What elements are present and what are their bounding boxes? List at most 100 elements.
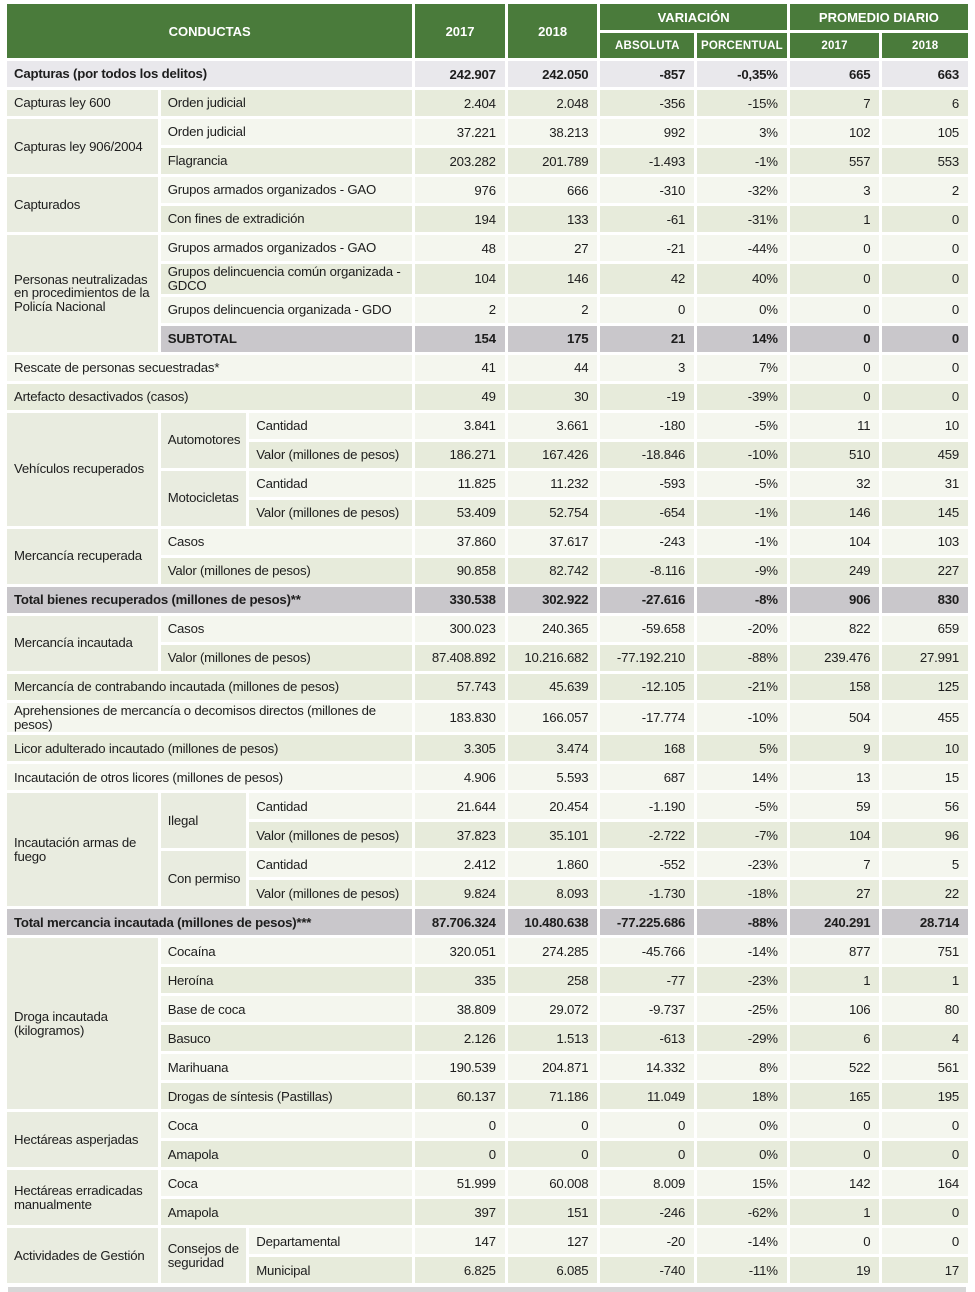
row-group-label: Personas neutralizadas en procedimientos… <box>7 235 158 352</box>
cell-value: 105 <box>882 119 968 145</box>
cell-value: 2 <box>882 177 968 203</box>
table-row: Grupos delincuencia común organizada - G… <box>7 264 968 294</box>
cell-value: 20.454 <box>507 793 598 820</box>
header-promedio-diario: PROMEDIO DIARIO <box>789 4 968 30</box>
cell-value: -12.105 <box>600 673 695 700</box>
cell-value: 9.824 <box>415 880 505 907</box>
cell-value: -1.493 <box>600 148 695 174</box>
cell-value: 147 <box>415 1228 505 1255</box>
cell-value: 60.137 <box>415 1083 505 1110</box>
table-row: Motocicletas Cantidad 11.825 11.232 -593 -5% 3… <box>7 470 968 526</box>
cell-value: 151 <box>507 1199 598 1226</box>
cell-value: -25% <box>697 996 787 1023</box>
row-label: Artefacto desactivados (casos) <box>7 383 413 410</box>
cell-value: 27 <box>789 880 880 907</box>
cell-value: 96 <box>882 822 968 849</box>
cell-value: 302.922 <box>507 586 598 613</box>
row-label: Amapola <box>160 1141 413 1168</box>
cell-value: 104 <box>789 822 880 849</box>
cell-value: 1.860 <box>507 851 598 878</box>
cell-value: -2.722 <box>600 822 695 849</box>
cell-value: 22 <box>882 880 968 907</box>
cell-value: -10% <box>697 702 787 733</box>
cell-value: 8.093 <box>507 880 598 907</box>
row-group-label: Vehículos recuperados <box>7 412 158 526</box>
table-header: CONDUCTAS 2017 2018 VARIACIÓN PROMEDIO D… <box>7 4 968 58</box>
cell-value: 0 <box>789 296 880 323</box>
header-porcentual: PORCENTUAL <box>697 33 787 58</box>
cell-value: 553 <box>882 148 968 174</box>
table-row: SUBTOTAL 154 175 21 14% 0 0 <box>7 325 968 352</box>
header-pd-2018: 2018 <box>882 33 968 58</box>
cell-value: 27.991 <box>882 644 968 671</box>
cell-value: 13 <box>789 764 880 791</box>
table-row: Artefacto desactivados (casos) 49 30 -19 -39… <box>7 383 968 410</box>
cell-value: 0 <box>882 325 968 352</box>
cell-value: 104 <box>415 264 505 294</box>
row-group-label: Droga incautada (kilogramos) <box>7 938 158 1110</box>
cell-value: 6 <box>789 1025 880 1052</box>
cell-value: 240.365 <box>507 615 598 642</box>
cell-value: 48 <box>415 235 505 261</box>
cell-value: 7% <box>697 354 787 381</box>
cell-value: 127 <box>507 1228 598 1255</box>
cell-value: 41 <box>415 354 505 381</box>
cell-value: 154 <box>415 325 505 352</box>
cell-value: 3.841 <box>415 412 505 439</box>
cell-value: 29.072 <box>507 996 598 1023</box>
cell-value: 158 <box>789 673 880 700</box>
cell-value: -9% <box>697 557 787 584</box>
cell-value: 0 <box>882 1112 968 1139</box>
cell-value: 2.412 <box>415 851 505 878</box>
row-group-label: Consejos de seguridad <box>160 1228 247 1284</box>
cell-value: 49 <box>415 383 505 410</box>
cell-value: 0 <box>882 206 968 232</box>
cell-value: 142 <box>789 1170 880 1197</box>
cell-value: 6.825 <box>415 1257 505 1284</box>
cell-value: 102 <box>789 119 880 145</box>
cell-value: 3 <box>789 177 880 203</box>
cell-value: -5% <box>697 470 787 497</box>
cell-value: 15% <box>697 1170 787 1197</box>
cell-value: -88% <box>697 909 787 936</box>
row-label: Coca <box>160 1170 413 1197</box>
cell-value: 14% <box>697 764 787 791</box>
cell-value: -20% <box>697 615 787 642</box>
table-row: Grupos delincuencia organizada - GDO 2 2 0 0… <box>7 296 968 323</box>
row-label: Flagrancia <box>160 148 413 174</box>
cell-value: -1% <box>697 499 787 526</box>
cell-value: 32 <box>789 470 880 497</box>
cell-value: -44% <box>697 235 787 261</box>
cell-value: 28.714 <box>882 909 968 936</box>
table-row: Total bienes recuperados (millones de pe… <box>7 586 968 613</box>
cell-value: -20 <box>600 1228 695 1255</box>
cell-value: 0 <box>507 1141 598 1168</box>
cell-value: 104 <box>789 528 880 555</box>
cell-value: 87.408.892 <box>415 644 505 671</box>
cell-value: 165 <box>789 1083 880 1110</box>
cell-value: -857 <box>600 61 695 87</box>
row-label: Grupos armados organizados - GAO <box>160 177 413 203</box>
table-row: Base de coca 38.809 29.072 -9.737 -25% 106 80 <box>7 996 968 1023</box>
cell-value: 11 <box>789 412 880 439</box>
cell-value: 2 <box>415 296 505 323</box>
table-row: Personas neutralizadas en procedimientos… <box>7 235 968 352</box>
cell-value: 21 <box>600 325 695 352</box>
cell-value: -14% <box>697 1228 787 1255</box>
cell-value: -15% <box>697 90 787 116</box>
cell-value: 751 <box>882 938 968 965</box>
row-label: Mercancía de contrabando incautada (mill… <box>7 673 413 700</box>
cell-value: 40% <box>697 264 787 294</box>
row-label: Heroína <box>160 967 413 994</box>
cell-value: 300.023 <box>415 615 505 642</box>
cell-value: 42 <box>600 264 695 294</box>
table-row: Capturas ley 600 Orden judicial 2.404 2.048… <box>7 90 968 116</box>
row-label: Drogas de síntesis (Pastillas) <box>160 1083 413 1110</box>
row-label: Total bienes recuperados (millones de pe… <box>7 586 413 613</box>
cell-value: 145 <box>882 499 968 526</box>
cell-value: -39% <box>697 383 787 410</box>
cell-value: -8% <box>697 586 787 613</box>
table-row: Mercancía incautada Casos 300.023 240.365 -5… <box>7 615 968 671</box>
row-label: Aprehensiones de mercancía o decomisos d… <box>7 702 413 733</box>
cell-value: 0 <box>600 1112 695 1139</box>
